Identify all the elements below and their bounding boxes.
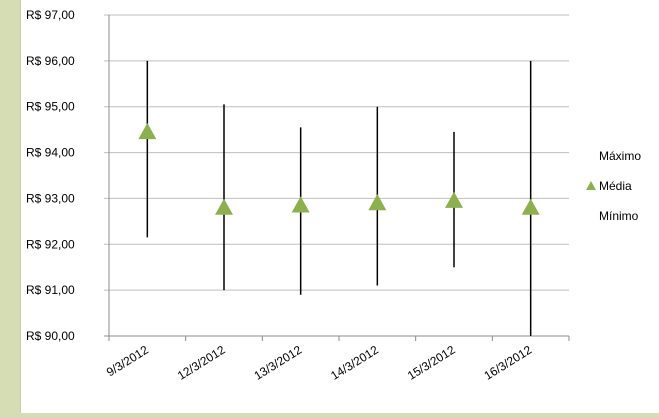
x-tick-label: 15/3/2012 [405,343,458,383]
chart-area: R$ 90,00 R$ 91,00 R$ 92,00 R$ 93,00 R$ 94,00… [20,0,659,413]
stock-chart: R$ 90,00 R$ 91,00 R$ 92,00 R$ 93,00 R$ 94,00… [26,8,641,383]
gridlines [104,14,569,337]
y-tick-label: R$ 92,00 [26,237,75,251]
legend-entry: Máximo [599,149,641,163]
legend-entry: Mínimo [599,209,639,223]
high-low-lines [146,60,532,336]
y-tick-label: R$ 96,00 [26,54,75,68]
x-tick-label: 16/3/2012 [482,343,535,383]
y-tick-label: R$ 95,00 [26,100,75,114]
average-markers [138,122,540,215]
x-tick-label: 12/3/2012 [175,343,228,383]
y-tick-label: R$ 91,00 [26,283,75,297]
average-marker [445,191,463,208]
x-tick-label: 14/3/2012 [328,343,381,383]
legend: Máximo Média Mínimo [586,149,641,223]
y-tick-label: R$ 97,00 [26,8,75,22]
x-axis-ticks: 9/3/2012 12/3/2012 13/3/2012 14/3/2012 15/3/… [104,336,570,383]
legend-marker-media [586,181,596,190]
average-marker [521,198,540,215]
legend-entry: Média [599,179,632,193]
average-marker [138,122,157,140]
x-tick-label: 9/3/2012 [104,343,151,380]
y-tick-label: R$ 90,00 [26,329,75,343]
average-marker [291,196,310,213]
y-tick-label: R$ 93,00 [26,191,75,205]
average-marker [215,198,233,215]
y-axis-ticks: R$ 90,00 R$ 91,00 R$ 92,00 R$ 93,00 R$ 94,00… [26,8,75,343]
y-tick-label: R$ 94,00 [26,146,75,160]
average-marker [368,194,387,211]
x-tick-label: 13/3/2012 [252,343,305,383]
